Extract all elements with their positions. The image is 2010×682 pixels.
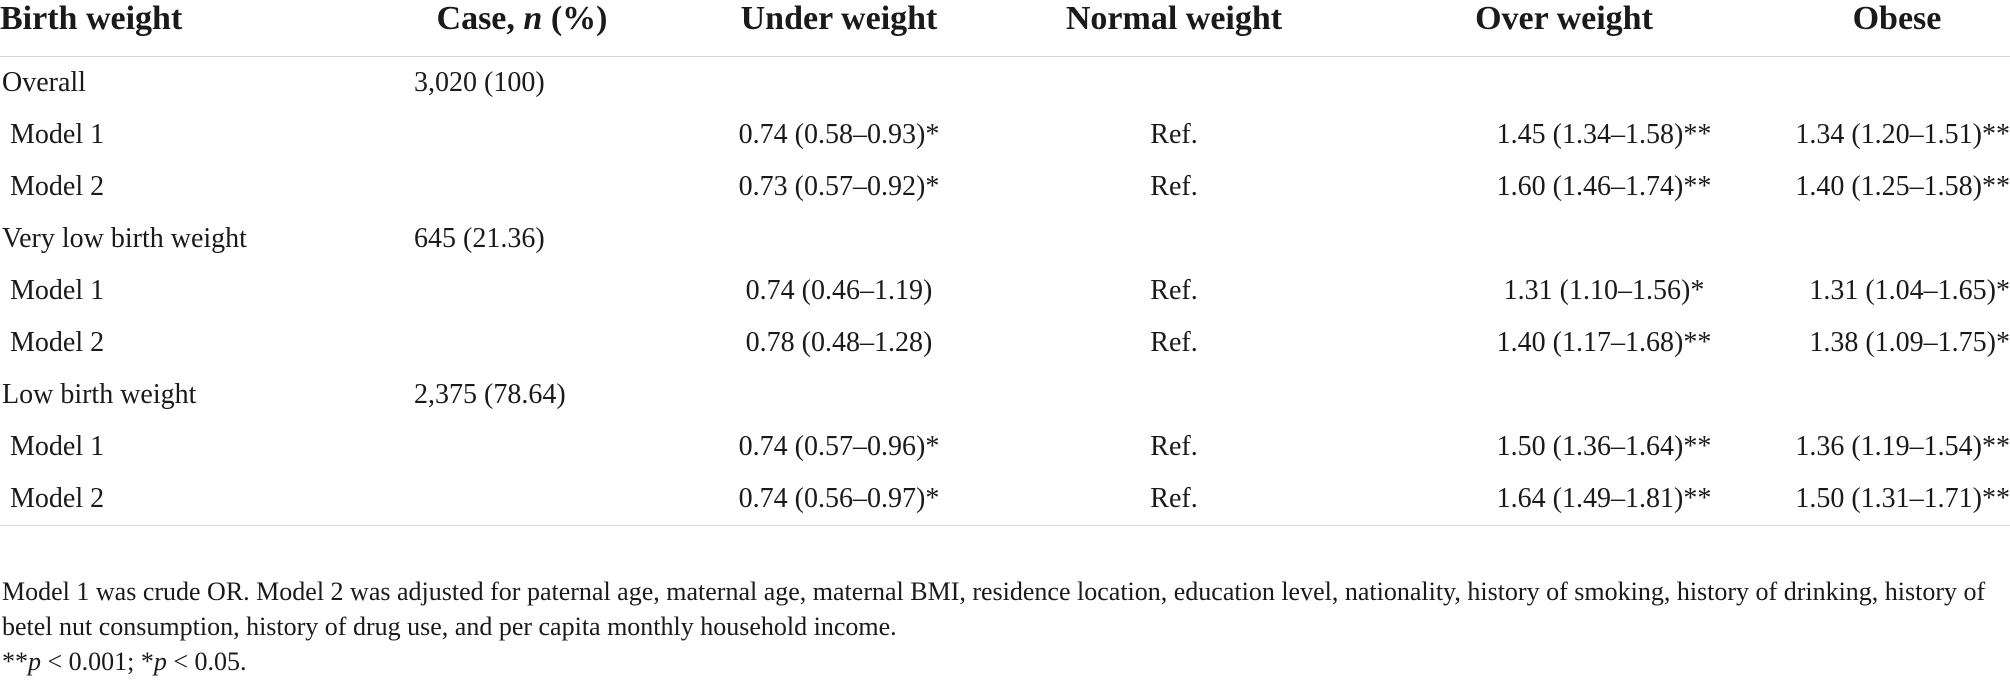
case-cell: 3,020 (100) — [414, 67, 545, 98]
header-over-weight: Over weight — [1344, 0, 1784, 57]
case-cell — [370, 317, 674, 369]
case-cell: 645 (21.36) — [414, 223, 545, 254]
italic-n: n — [523, 0, 543, 37]
results-table: Birth weight Case, n (%) Under weight No… — [0, 0, 2010, 526]
under-weight-cell: 0.74 (0.46–1.19) — [745, 275, 933, 306]
header-normal-weight: Normal weight — [1004, 0, 1344, 57]
group-row: Low birth weight 2,375 (78.64) — [0, 369, 2010, 421]
over-weight-cell: 1.45 (1.34–1.58)** — [1496, 119, 1712, 150]
header-row: Birth weight Case, n (%) Under weight No… — [0, 0, 2010, 57]
normal-weight-cell — [1004, 57, 1344, 110]
italic-p: p — [153, 647, 167, 676]
obese-cell — [1784, 369, 2010, 421]
obese-cell — [1784, 57, 2010, 110]
over-weight-cell — [1344, 57, 1784, 110]
row-label: Model 2 — [10, 327, 105, 358]
normal-weight-cell: Ref. — [1150, 171, 1198, 202]
case-cell — [370, 265, 674, 317]
row-label: Model 1 — [10, 431, 105, 462]
over-weight-cell — [1344, 369, 1784, 421]
header-birth-weight: Birth weight — [0, 0, 370, 57]
group-row: Very low birth weight 645 (21.36) — [0, 213, 2010, 265]
obese-cell: 1.50 (1.31–1.71)** — [1784, 473, 2010, 526]
obese-cell — [1784, 213, 2010, 265]
case-cell — [370, 473, 674, 526]
under-weight-cell: 0.78 (0.48–1.28) — [745, 327, 933, 358]
obese-cell: 1.40 (1.25–1.58)** — [1795, 171, 2010, 202]
obese-cell: 1.34 (1.20–1.51)** — [1795, 119, 2010, 150]
case-cell — [370, 109, 674, 161]
row-label: Model 1 — [10, 275, 105, 306]
over-weight-cell — [1344, 213, 1784, 265]
normal-weight-cell: Ref. — [1150, 119, 1198, 150]
footnote-models: Model 1 was crude OR. Model 2 was adjust… — [2, 577, 1986, 641]
under-weight-cell: 0.74 (0.58–0.93)* — [738, 119, 940, 150]
normal-weight-cell: Ref. — [1150, 431, 1198, 462]
model-row: Model 1 0.74 (0.46–1.19) Ref. 1.31 (1.10–1.… — [0, 265, 2010, 317]
obese-cell: 1.36 (1.19–1.54)** — [1795, 431, 2010, 462]
table-body: Overall 3,020 (100) Model 1 0.74 (0.58–0.93… — [0, 57, 2010, 526]
under-weight-cell: 0.74 (0.57–0.96)* — [738, 431, 940, 462]
case-cell — [370, 161, 674, 213]
obese-cell: 1.38 (1.09–1.75)* — [1809, 327, 2010, 358]
group-row: Overall 3,020 (100) — [0, 57, 2010, 110]
row-label: Overall — [2, 67, 86, 98]
header-obese: Obese — [1784, 0, 2010, 57]
header-under-weight: Under weight — [674, 0, 1004, 57]
case-cell — [370, 421, 674, 473]
row-label: Very low birth weight — [2, 223, 247, 254]
normal-weight-cell: Ref. — [1004, 473, 1344, 526]
under-weight-cell: 0.74 (0.56–0.97)* — [674, 473, 1004, 526]
footnote-significance-text: **p < 0.001; *p < 0.05. — [2, 647, 247, 676]
over-weight-cell: 1.60 (1.46–1.74)** — [1496, 171, 1712, 202]
over-weight-cell: 1.64 (1.49–1.81)** — [1344, 473, 1784, 526]
italic-p: p — [28, 647, 41, 676]
over-weight-cell: 1.31 (1.10–1.56)* — [1503, 275, 1705, 306]
under-weight-cell — [674, 57, 1004, 110]
row-label: Model 2 — [10, 171, 105, 202]
over-weight-cell: 1.40 (1.17–1.68)** — [1496, 327, 1712, 358]
table-header: Birth weight Case, n (%) Under weight No… — [0, 0, 2010, 57]
model-row: Model 2 0.74 (0.56–0.97)* Ref. 1.64 (1.49–1… — [0, 473, 2010, 526]
model-row: Model 2 0.78 (0.48–1.28) Ref. 1.40 (1.17–1.… — [0, 317, 2010, 369]
under-weight-cell — [674, 369, 1004, 421]
row-label: Low birth weight — [2, 379, 197, 410]
under-weight-cell: 0.73 (0.57–0.92)* — [738, 171, 940, 202]
obese-cell: 1.31 (1.04–1.65)* — [1809, 275, 2010, 306]
header-case-text: Case, n (%) — [436, 0, 608, 37]
table-footnotes: Model 1 was crude OR. Model 2 was adjust… — [2, 574, 2002, 679]
row-label: Model 2 — [0, 473, 370, 526]
model-row: Model 1 0.74 (0.57–0.96)* Ref. 1.50 (1.36–1… — [0, 421, 2010, 473]
footnote-significance: **p < 0.001; *p < 0.05. — [2, 644, 2002, 679]
header-case: Case, n (%) — [370, 0, 674, 57]
normal-weight-cell: Ref. — [1150, 327, 1198, 358]
under-weight-cell — [674, 213, 1004, 265]
normal-weight-cell — [1004, 213, 1344, 265]
model-row: Model 2 0.73 (0.57–0.92)* Ref. 1.60 (1.46–1… — [0, 161, 2010, 213]
model-row: Model 1 0.74 (0.58–0.93)* Ref. 1.45 (1.34–1… — [0, 109, 2010, 161]
normal-weight-cell — [1004, 369, 1344, 421]
normal-weight-cell: Ref. — [1150, 275, 1198, 306]
over-weight-cell: 1.50 (1.36–1.64)** — [1496, 431, 1712, 462]
case-cell: 2,375 (78.64) — [414, 379, 566, 410]
row-label: Model 1 — [10, 119, 105, 150]
